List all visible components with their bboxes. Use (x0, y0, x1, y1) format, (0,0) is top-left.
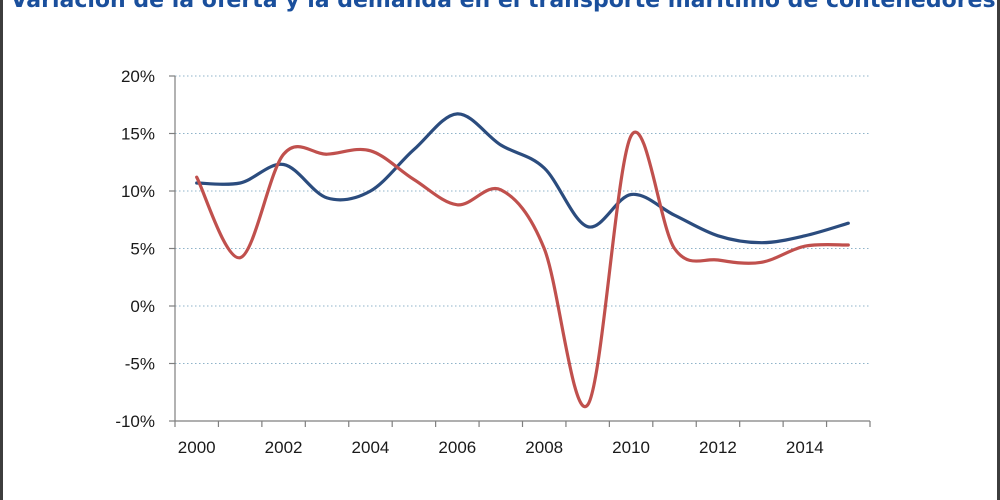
y-tick-label: 5% (130, 240, 155, 259)
y-tick-label: 15% (121, 125, 155, 144)
x-tick-label: 2008 (525, 438, 563, 457)
y-tick-label: 20% (121, 67, 155, 86)
grid-lines (175, 75, 870, 364)
series-line-2 (195, 130, 850, 409)
y-tick-label: -5% (125, 355, 155, 374)
axes (169, 75, 871, 427)
y-tick-label: -10% (115, 412, 155, 431)
y-tick-labels: 20% 15% 10% 5% 0% -5% -10% (115, 67, 155, 431)
line-chart: 20%15%10%5%0%-5%-10% 2000 2002 2004 2006 200… (115, 67, 871, 457)
x-tick-label: 2002 (265, 438, 303, 457)
series-line-1 (195, 112, 850, 245)
chart-title: Variación de la oferta y la demanda en e… (10, 0, 996, 13)
x-tick-label: 2004 (352, 438, 390, 457)
data-series (195, 112, 850, 409)
x-tick-labels: 2000 2002 2004 2006 2008 2010 2012 2014 (178, 438, 824, 457)
x-tick-label: 2012 (699, 438, 737, 457)
y-tick-label: 10% (121, 182, 155, 201)
x-tick-label: 2010 (612, 438, 650, 457)
x-tick-label: 2006 (438, 438, 476, 457)
y-tick-label: 0% (130, 297, 155, 316)
x-tick-label: 2014 (786, 438, 824, 457)
x-tick-label: 2000 (178, 438, 216, 457)
